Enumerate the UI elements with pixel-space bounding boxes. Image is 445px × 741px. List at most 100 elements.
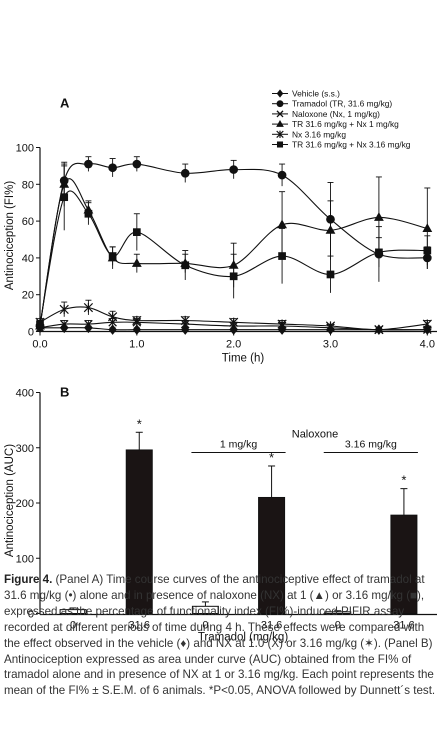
panel-b-bar-group: * 31.6 — [125, 416, 153, 632]
panel-a-legend-label: Tramadol (TR, 31.6 mg/kg) — [292, 99, 392, 109]
panel-b-x-tick-label: 31.6 — [393, 620, 414, 632]
panel-a-x-tick-label: 4.0 — [420, 339, 435, 351]
panel-b-group-label: 1 mg/kg — [220, 439, 258, 451]
panel-a-square-marker — [278, 252, 286, 260]
panel-a-circle-marker — [108, 163, 117, 173]
panel-a-y-axis-label: Antinociception (FI%) — [4, 181, 16, 290]
panel-a-diamond-marker — [276, 89, 284, 98]
panel-a-legend-entry: Naloxone (Nx, 1 mg/kg) — [272, 109, 380, 119]
panel-b-x-tick-label: 0 — [70, 620, 76, 632]
panel-a-square-marker — [423, 246, 432, 255]
panel-b-x-tick-label: 31.6 — [261, 620, 282, 632]
panel-b-label: B — [60, 385, 69, 400]
panel-a-series-line-circle — [39, 162, 428, 327]
panel-a-triangle-marker — [325, 225, 336, 234]
panel-b-bars-group: 0 * 31.6 0 * 31.6 0 * 31.6 1 mg/kg 3.16 mg/kg — [59, 416, 418, 632]
panel-a-square-marker — [60, 193, 69, 202]
panel-a-time-course-chart: A Antinociception (FI%) Time (h) 0 20 40 60… — [4, 89, 437, 365]
panel-b-y-tick-label: 400 — [16, 388, 34, 400]
panel-a-legend-label: Vehicle (s.s.) — [292, 89, 340, 99]
panel-b-bar — [390, 514, 418, 614]
panel-a-asterisk-marker — [277, 319, 287, 329]
panel-a-circle-marker — [276, 100, 284, 108]
panel-a-asterisk-marker — [180, 315, 190, 326]
panel-b-bar-group: 0 — [59, 607, 87, 632]
panel-b-bar-group: 0 — [324, 610, 352, 632]
panel-b-y-tick-label: 0 — [28, 609, 34, 621]
panel-a-square-marker — [181, 261, 190, 270]
panel-a-asterisk-marker — [276, 130, 284, 139]
panel-a-asterisk-marker — [325, 321, 336, 331]
panel-b-significance-star: * — [269, 450, 274, 465]
panel-a-asterisk-marker — [83, 302, 94, 313]
panel-a-legend-entry: Nx 3.16 mg/kg — [272, 129, 346, 139]
panel-a-y-tick-label: 60 — [22, 216, 34, 228]
caption-text: (Panel A) Time course curves of the anti… — [4, 573, 436, 698]
panel-a-asterisk-marker — [107, 312, 118, 322]
panel-a-y-tick-label: 0 — [28, 327, 34, 339]
panel-a-series-square — [36, 163, 432, 328]
panel-a-legend-entry: TR 31.6 mg/kg + Nx 1 mg/kg — [272, 119, 399, 129]
panel-b-x-axis-label: Tramadol (mg/kg) — [198, 632, 288, 644]
panel-b-bar-group: * 31.6 — [390, 473, 418, 632]
panel-b-group-label: 3.16 mg/kg — [345, 439, 397, 451]
panel-a-x-tick-label: 1.0 — [129, 339, 144, 351]
panel-a-asterisk-marker — [374, 325, 384, 335]
panel-a-x-tick-label: 2.0 — [226, 339, 241, 351]
panel-a-legend-label: TR 31.6 mg/kg + Nx 3.16 mg/kg — [292, 140, 411, 150]
panel-a-circle-marker — [180, 168, 190, 178]
panel-a-circle-marker — [277, 170, 287, 180]
panel-b-y-tick-label: 200 — [16, 498, 34, 510]
panel-a-y-tick-label: 100 — [16, 143, 34, 155]
panel-a-legend-label: Naloxone (Nx, 1 mg/kg) — [292, 109, 380, 119]
panel-a-diamond-marker — [132, 324, 142, 335]
panel-a-square-marker — [276, 141, 284, 148]
panel-a-series-line-triangle — [39, 178, 428, 327]
panel-a-square-marker — [84, 209, 93, 218]
panel-b-bar-group: 0 — [191, 601, 219, 632]
caption-figure-label: Figure 4. — [4, 573, 53, 586]
panel-a-triangle-marker — [131, 258, 142, 267]
panel-b-naloxone-header: Naloxone — [292, 429, 338, 441]
panel-a-x-tick-label: 0.0 — [32, 339, 47, 351]
panel-a-legend-label: Nx 3.16 mg/kg — [292, 129, 346, 139]
panel-a-y-tick-label: 20 — [22, 290, 34, 302]
panel-a-triangle-marker — [374, 212, 384, 221]
panel-a-x-marker-stroke — [276, 110, 284, 118]
panel-b-x-tick-label: 0 — [335, 620, 341, 632]
panel-a-axes: 0 20 40 60 80 100 0.0 1.0 2.0 3.0 4.0 — [16, 143, 437, 351]
panel-b-significance-star: * — [137, 416, 142, 431]
panel-a-legend-entry: Tramadol (TR, 31.6 mg/kg) — [272, 99, 392, 109]
panel-a-square-marker — [375, 248, 383, 257]
panel-b-bar-group: * 31.6 — [258, 450, 286, 632]
panel-b-x-tick-label: 0 — [202, 620, 208, 632]
panel-b-y-tick-label: 100 — [16, 553, 34, 565]
panel-a-series-group — [35, 156, 433, 335]
panel-a-x-marker — [59, 319, 69, 329]
panel-a-asterisk-marker — [229, 317, 239, 327]
panel-a-x-marker-stroke — [59, 319, 69, 329]
panel-a-legend-entry: Vehicle (s.s.) — [272, 89, 340, 99]
panel-b-significance-star: * — [401, 473, 406, 488]
panel-b-auc-bar-chart: B Antinociception (AUC) Tramadol (mg/kg)… — [4, 385, 437, 644]
panel-a-legend-entry: TR 31.6 mg/kg + Nx 3.16 mg/kg — [272, 140, 411, 150]
panel-a-circle-marker — [229, 165, 238, 174]
panel-a-x-axis-label: Time (h) — [222, 353, 265, 365]
panel-a-y-tick-label: 40 — [22, 253, 34, 265]
panel-a-series-line-square — [39, 190, 428, 325]
panel-b-bar — [125, 449, 153, 614]
panel-a-x-marker-stroke — [84, 319, 93, 329]
panel-a-legend: Vehicle (s.s.)Tramadol (TR, 31.6 mg/kg)N… — [272, 89, 411, 150]
panel-a-square-marker — [36, 320, 44, 328]
panel-a-series-triangle — [35, 161, 433, 330]
panel-a-triangle-marker — [277, 219, 287, 229]
panel-b-x-tick-label: 31.6 — [129, 620, 150, 632]
figure-caption: Figure 4. (Panel A) Time course curves o… — [4, 572, 441, 699]
panel-a-asterisk-marker — [132, 315, 142, 326]
panel-b-y-axis-label: Antinociception (AUC) — [4, 444, 16, 557]
panel-a-legend-label: TR 31.6 mg/kg + Nx 1 mg/kg — [292, 119, 399, 129]
panel-b-bar — [258, 496, 286, 615]
panel-a-triangle-marker — [422, 223, 433, 232]
panel-a-circle-marker — [132, 159, 142, 169]
